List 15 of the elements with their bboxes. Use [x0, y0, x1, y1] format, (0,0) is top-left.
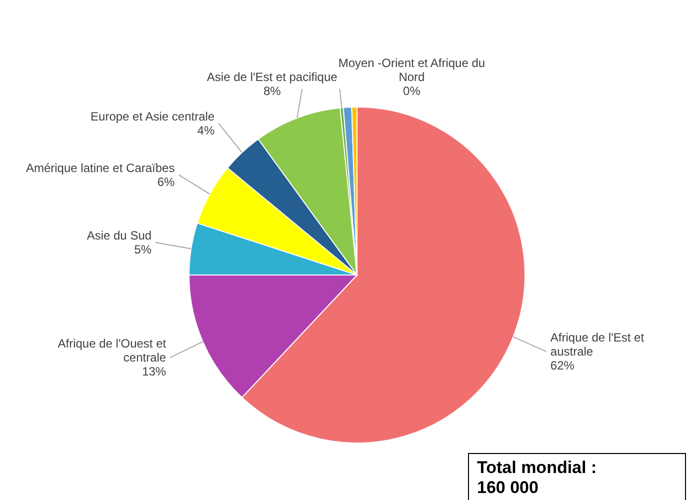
data-label: 0% — [403, 84, 421, 98]
slice-label: Afrique de l'Ouest et centrale — [58, 336, 167, 365]
slice-label: Afrique de l'Est et australe — [550, 330, 645, 359]
data-label: 8% — [263, 84, 282, 98]
data-label: 13% — [142, 364, 166, 379]
data-label: 62% — [550, 358, 575, 373]
slice-label: Asie du Sud — [86, 228, 152, 242]
slice-label: Amérique latine et Caraïbes — [26, 160, 175, 175]
text: Total mondial : 160 000 — [468, 453, 686, 500]
data-label: 4% — [197, 123, 215, 138]
data-label: 5% — [134, 242, 152, 256]
slice-label: Moyen -Orient et Afrique du Nord — [338, 56, 486, 84]
slice-label: Asie de l'Est et pacifique — [206, 70, 338, 84]
slice-label: Europe et Asie centrale — [90, 109, 215, 124]
data-label: 6% — [157, 174, 176, 189]
